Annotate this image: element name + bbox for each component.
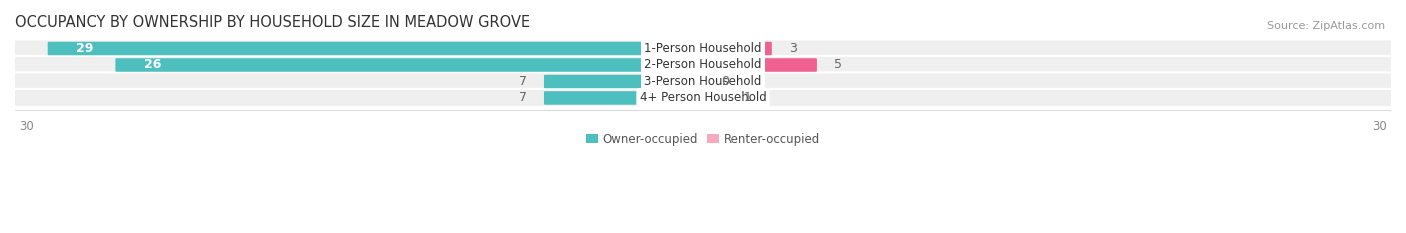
Text: 5: 5 xyxy=(834,58,842,72)
Legend: Owner-occupied, Renter-occupied: Owner-occupied, Renter-occupied xyxy=(586,133,820,146)
FancyBboxPatch shape xyxy=(48,42,704,55)
Text: 2-Person Household: 2-Person Household xyxy=(644,58,762,72)
FancyBboxPatch shape xyxy=(702,58,817,72)
FancyBboxPatch shape xyxy=(11,89,1395,107)
FancyBboxPatch shape xyxy=(544,75,704,88)
FancyBboxPatch shape xyxy=(702,42,772,55)
FancyBboxPatch shape xyxy=(702,91,727,105)
Text: 7: 7 xyxy=(519,75,527,88)
FancyBboxPatch shape xyxy=(544,91,704,105)
Text: 0: 0 xyxy=(721,75,730,88)
Text: 7: 7 xyxy=(519,92,527,104)
Text: 1: 1 xyxy=(744,92,751,104)
Text: 29: 29 xyxy=(76,42,93,55)
Text: 3: 3 xyxy=(789,42,797,55)
Text: 26: 26 xyxy=(143,58,160,72)
FancyBboxPatch shape xyxy=(11,56,1395,74)
Text: OCCUPANCY BY OWNERSHIP BY HOUSEHOLD SIZE IN MEADOW GROVE: OCCUPANCY BY OWNERSHIP BY HOUSEHOLD SIZE… xyxy=(15,15,530,30)
FancyBboxPatch shape xyxy=(702,75,716,88)
FancyBboxPatch shape xyxy=(11,39,1395,58)
Text: 4+ Person Household: 4+ Person Household xyxy=(640,92,766,104)
Text: Source: ZipAtlas.com: Source: ZipAtlas.com xyxy=(1267,21,1385,31)
FancyBboxPatch shape xyxy=(11,72,1395,91)
Text: 1-Person Household: 1-Person Household xyxy=(644,42,762,55)
Text: 3-Person Household: 3-Person Household xyxy=(644,75,762,88)
FancyBboxPatch shape xyxy=(115,58,704,72)
